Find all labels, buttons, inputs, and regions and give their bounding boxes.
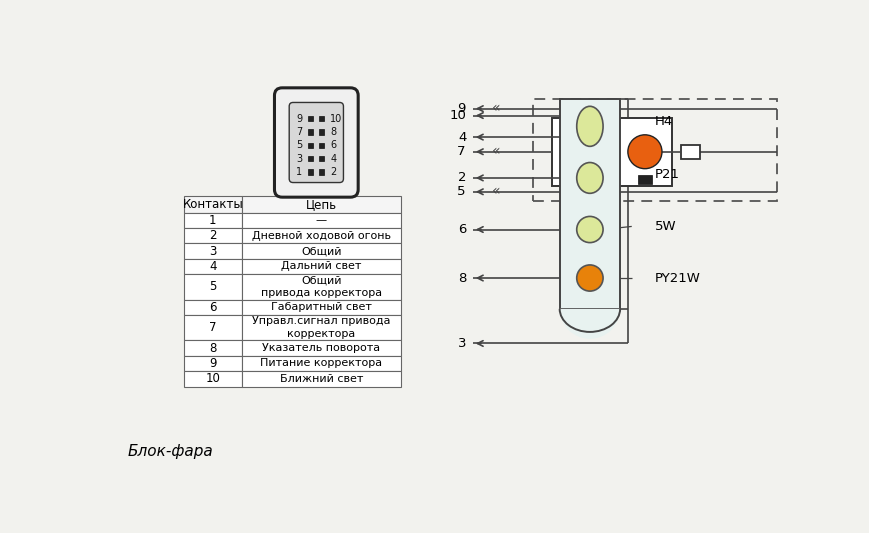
FancyBboxPatch shape — [275, 88, 358, 197]
Bar — [184, 356, 242, 371]
Bar — [242, 213, 401, 228]
Text: 9: 9 — [209, 357, 216, 370]
Bar — [184, 244, 242, 259]
Text: Дальний свет: Дальний свет — [282, 262, 362, 271]
Text: Указатель поворота: Указатель поворота — [262, 343, 381, 353]
Ellipse shape — [577, 106, 603, 147]
Bar — [560, 99, 620, 309]
Bar — [184, 300, 242, 315]
Bar — [681, 145, 700, 159]
Text: 4: 4 — [458, 131, 467, 143]
Bar — [308, 143, 313, 148]
Ellipse shape — [577, 163, 603, 193]
Text: 5W: 5W — [655, 220, 677, 233]
Text: 5: 5 — [209, 280, 216, 293]
Text: 7: 7 — [296, 127, 302, 137]
Text: 10: 10 — [450, 109, 467, 122]
Bar — [308, 130, 313, 135]
Text: «: « — [492, 184, 501, 198]
Bar — [242, 196, 401, 213]
Bar — [184, 196, 242, 213]
Bar — [184, 213, 242, 228]
Bar — [242, 274, 401, 300]
Text: 7: 7 — [456, 145, 465, 158]
Text: 9: 9 — [457, 102, 465, 115]
Text: 3: 3 — [458, 337, 467, 350]
Text: 1: 1 — [209, 214, 216, 227]
Circle shape — [628, 135, 662, 168]
Text: 10: 10 — [330, 114, 342, 124]
Bar — [319, 143, 324, 148]
Bar — [184, 315, 242, 341]
Bar — [308, 156, 313, 161]
Bar — [242, 315, 401, 341]
Text: —: — — [315, 215, 327, 225]
Text: Блок-фара: Блок-фара — [128, 444, 214, 459]
Bar — [242, 300, 401, 315]
Text: 8: 8 — [458, 271, 467, 285]
Text: 5: 5 — [296, 140, 302, 150]
Text: 8: 8 — [209, 342, 216, 354]
Text: Общий
привода корректора: Общий привода корректора — [261, 276, 381, 298]
Bar — [308, 116, 313, 122]
Bar — [184, 259, 242, 274]
Bar — [552, 118, 672, 185]
Text: 5: 5 — [456, 185, 465, 198]
Text: 9: 9 — [296, 114, 302, 124]
Bar — [184, 341, 242, 356]
Bar — [319, 116, 324, 122]
Bar — [184, 228, 242, 244]
Text: «: « — [492, 101, 501, 115]
Text: 3: 3 — [296, 154, 302, 164]
Bar — [184, 371, 242, 386]
Bar — [319, 130, 324, 135]
Wedge shape — [560, 309, 620, 339]
Text: 10: 10 — [205, 373, 221, 385]
Bar — [319, 156, 324, 161]
Text: PY21W: PY21W — [655, 271, 701, 285]
Text: 3: 3 — [209, 245, 216, 257]
Text: 1: 1 — [296, 167, 302, 177]
Bar — [242, 228, 401, 244]
Text: 7: 7 — [209, 321, 216, 334]
Text: Общий: Общий — [302, 246, 342, 256]
Bar — [242, 356, 401, 371]
Text: Дневной ходовой огонь: Дневной ходовой огонь — [252, 231, 391, 241]
Text: 4: 4 — [209, 260, 216, 273]
Text: 6: 6 — [330, 140, 336, 150]
Text: Габаритный свет: Габаритный свет — [271, 302, 372, 312]
Text: Управл.сигнал привода
корректора: Управл.сигнал привода корректора — [252, 317, 390, 339]
Bar — [184, 274, 242, 300]
Bar — [638, 175, 652, 184]
Bar — [319, 169, 324, 175]
Text: P21: P21 — [655, 167, 680, 181]
FancyBboxPatch shape — [289, 102, 343, 182]
Text: 4: 4 — [330, 154, 336, 164]
Bar — [242, 259, 401, 274]
Text: Питание корректора: Питание корректора — [261, 359, 382, 368]
Text: 6: 6 — [458, 223, 467, 236]
Text: 2: 2 — [458, 172, 467, 184]
Bar — [308, 169, 313, 175]
Text: «: « — [492, 144, 501, 158]
Text: Ближний свет: Ближний свет — [280, 374, 363, 384]
Text: 8: 8 — [330, 127, 336, 137]
Bar — [534, 99, 777, 201]
Text: 6: 6 — [209, 301, 216, 314]
Bar — [242, 341, 401, 356]
Bar — [242, 244, 401, 259]
Bar — [242, 371, 401, 386]
Text: 2: 2 — [330, 167, 336, 177]
Text: Цепь: Цепь — [306, 198, 337, 211]
Text: 2: 2 — [209, 229, 216, 242]
Circle shape — [577, 265, 603, 291]
Text: Контакты: Контакты — [182, 198, 243, 211]
Text: H4: H4 — [655, 115, 673, 128]
Circle shape — [577, 216, 603, 243]
